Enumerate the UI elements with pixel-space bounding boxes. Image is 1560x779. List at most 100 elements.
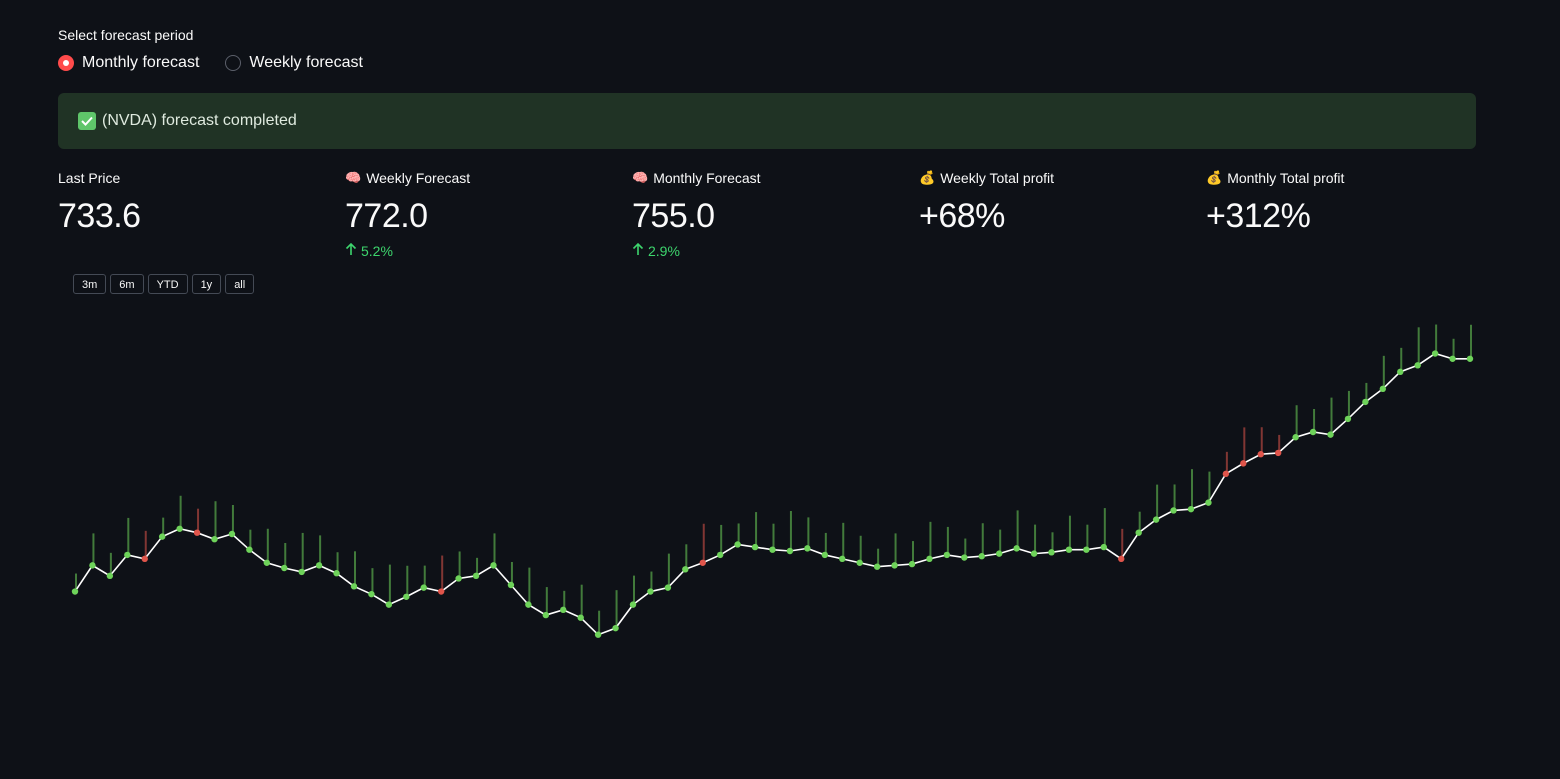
sell-marker	[699, 559, 706, 566]
brain-icon: 🧠	[345, 170, 362, 185]
buy-marker	[1414, 362, 1421, 369]
metric-value: +68%	[919, 197, 1005, 235]
buy-marker	[211, 536, 218, 543]
buy-marker	[420, 584, 427, 591]
metric-monthly-forecast: 🧠 Monthly Forecast 755.0 2.9%	[632, 169, 892, 259]
metrics-row: Last Price 733.6 🧠 Weekly Forecast 772.0 …	[58, 169, 1498, 269]
buy-marker	[368, 590, 375, 598]
buy-marker	[1205, 499, 1212, 506]
alert-text: (NVDA) forecast completed	[102, 112, 297, 129]
buy-marker	[804, 545, 811, 552]
metric-last-price: Last Price 733.6	[58, 169, 318, 236]
buy-marker	[1013, 545, 1020, 552]
buy-marker	[1449, 355, 1456, 362]
buy-marker	[873, 563, 881, 570]
money-bag-icon: 💰	[1206, 170, 1223, 185]
period-label: Select forecast period	[58, 27, 194, 43]
buy-marker	[315, 562, 323, 569]
radio-unselected-icon[interactable]	[225, 55, 242, 71]
buy-marker	[856, 559, 863, 566]
buy-marker	[263, 559, 271, 566]
sell-marker	[1118, 555, 1125, 563]
buy-marker	[1344, 415, 1352, 423]
arrow-up-icon	[345, 242, 357, 259]
metric-delta: 2.9%	[648, 242, 680, 259]
money-bag-icon: 💰	[919, 170, 936, 185]
radio-weekly-label: Weekly forecast	[249, 54, 363, 71]
buy-marker	[1030, 550, 1038, 557]
buy-marker	[472, 572, 480, 580]
buy-marker	[995, 550, 1003, 557]
buy-marker	[943, 551, 951, 559]
success-alert: (NVDA) forecast completed	[58, 93, 1476, 149]
metric-value: +312%	[1206, 197, 1311, 235]
metric-monthly-profit: 💰 Monthly Total profit +312%	[1206, 169, 1466, 236]
buy-marker	[1100, 543, 1108, 551]
buy-marker	[1170, 507, 1177, 514]
buy-marker	[228, 530, 236, 538]
range-button-3m[interactable]: 3m	[73, 274, 107, 294]
range-button-6m[interactable]: 6m	[110, 274, 144, 294]
brain-icon: 🧠	[632, 170, 649, 185]
metric-weekly-forecast: 🧠 Weekly Forecast 772.0 5.2%	[345, 169, 605, 259]
buy-marker	[246, 546, 253, 553]
buy-marker	[961, 554, 968, 561]
sell-marker	[1257, 451, 1264, 458]
buy-marker	[664, 584, 672, 591]
buy-marker	[612, 624, 619, 632]
arrow-up-icon	[632, 242, 644, 259]
buy-marker	[158, 533, 166, 540]
buy-marker	[978, 553, 985, 560]
metric-weekly-profit: 💰 Weekly Total profit +68%	[919, 169, 1179, 236]
range-button-all[interactable]: all	[225, 274, 255, 294]
price-chart[interactable]	[0, 300, 1560, 770]
buy-marker	[1362, 398, 1369, 406]
sell-marker	[1274, 449, 1282, 457]
buy-marker	[542, 611, 550, 619]
buy-marker	[1187, 505, 1195, 513]
metric-label: Monthly Forecast	[653, 170, 761, 186]
check-icon	[78, 112, 96, 130]
buy-marker	[1065, 546, 1073, 553]
range-selector: 3m 6m YTD 1y all	[73, 274, 255, 294]
price-line	[74, 352, 1470, 636]
buy-marker	[1397, 368, 1404, 376]
buy-marker	[786, 547, 794, 555]
buy-marker	[490, 562, 497, 569]
buy-marker	[682, 566, 689, 573]
buy-marker	[1309, 428, 1317, 436]
buy-marker	[1431, 350, 1439, 357]
radio-selected-icon[interactable]	[58, 55, 74, 71]
metric-label: Monthly Total profit	[1227, 170, 1345, 186]
buy-marker	[89, 562, 96, 569]
buy-marker	[1466, 355, 1474, 362]
buy-marker	[560, 606, 567, 614]
buy-marker	[821, 551, 829, 559]
buy-marker	[734, 541, 741, 548]
metric-label: Weekly Forecast	[366, 170, 471, 186]
buy-marker	[629, 601, 637, 608]
buy-marker	[385, 601, 393, 608]
range-button-ytd[interactable]: YTD	[147, 274, 188, 294]
buy-marker	[769, 546, 776, 553]
metric-delta: 5.2%	[361, 242, 393, 259]
metric-value: 772.0	[345, 197, 428, 235]
buy-marker	[908, 560, 916, 568]
buy-marker	[71, 588, 79, 595]
radio-monthly[interactable]: Monthly forecast	[58, 54, 199, 72]
metric-value: 733.6	[58, 197, 141, 235]
buy-marker	[455, 575, 462, 582]
buy-marker	[124, 551, 131, 559]
sell-marker	[193, 529, 201, 536]
buy-marker	[333, 570, 340, 577]
period-radio-group[interactable]: Monthly forecast Weekly forecast	[58, 54, 363, 72]
buy-marker	[525, 601, 532, 608]
buy-marker	[106, 572, 114, 580]
radio-weekly[interactable]: Weekly forecast	[225, 54, 363, 72]
radio-monthly-label: Monthly forecast	[82, 54, 200, 71]
buy-marker	[716, 551, 724, 559]
buy-marker	[1083, 546, 1090, 553]
range-button-1y[interactable]: 1y	[191, 274, 222, 294]
buy-marker	[507, 581, 515, 589]
buy-marker	[298, 568, 305, 576]
